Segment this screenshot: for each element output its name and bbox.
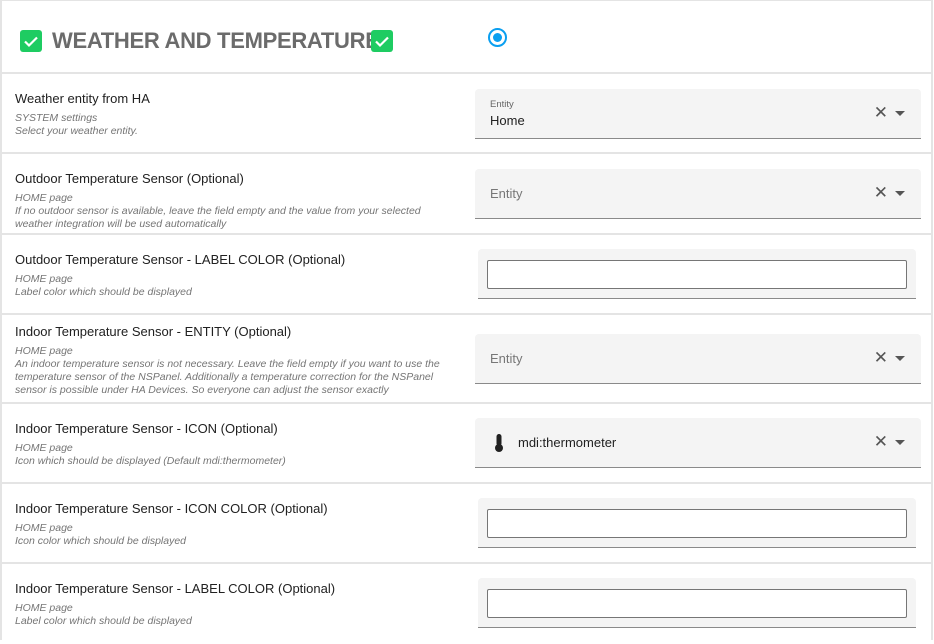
check-icon — [371, 30, 393, 52]
dropdown-icon[interactable] — [895, 440, 905, 445]
color-input[interactable] — [487, 509, 907, 538]
indoor-label-color-field — [478, 578, 916, 628]
field-label: Entity — [490, 99, 514, 110]
section-radio[interactable] — [488, 28, 507, 47]
row-description: SYSTEM settings Select your weather entit… — [15, 112, 138, 137]
row-description: HOME page Icon color which should be disp… — [15, 522, 187, 547]
row-indoor-entity: Indoor Temperature Sensor - ENTITY (Opti… — [2, 315, 931, 404]
field-placeholder: Entity — [490, 351, 523, 366]
field-value: mdi:thermometer — [518, 435, 617, 450]
field-placeholder: Entity — [490, 186, 523, 201]
section-header: WEATHER AND TEMPERATURE — [2, 1, 931, 74]
row-description: HOME page Label color which should be dis… — [15, 602, 192, 627]
field-value: Home — [490, 113, 525, 128]
weather-entity-select[interactable]: Entity Home ✕ — [475, 89, 921, 139]
indoor-icon-color-field — [478, 498, 916, 548]
check-icon — [20, 30, 42, 52]
color-input[interactable] — [487, 589, 907, 618]
dropdown-icon[interactable] — [895, 191, 905, 196]
clear-icon[interactable]: ✕ — [873, 432, 888, 451]
indoor-icon-picker[interactable]: mdi:thermometer ✕ — [475, 418, 921, 468]
row-weather-entity: Weather entity from HA SYSTEM settings Se… — [2, 74, 931, 154]
row-label: Indoor Temperature Sensor - ICON (Option… — [15, 421, 278, 436]
row-label: Indoor Temperature Sensor - ENTITY (Opti… — [15, 324, 292, 339]
row-label: Indoor Temperature Sensor - ICON COLOR (… — [15, 501, 328, 516]
clear-icon[interactable]: ✕ — [873, 103, 888, 122]
clear-icon[interactable]: ✕ — [873, 183, 888, 202]
outdoor-label-color-field — [478, 249, 916, 299]
color-input[interactable] — [487, 260, 907, 289]
row-label: Indoor Temperature Sensor - LABEL COLOR … — [15, 581, 336, 596]
row-label: Outdoor Temperature Sensor - LABEL COLOR… — [15, 252, 346, 267]
row-description: HOME page Icon which should be displayed … — [15, 442, 286, 467]
row-indoor-label-color: Indoor Temperature Sensor - LABEL COLOR … — [2, 564, 931, 644]
row-description: HOME page If no outdoor sensor is availab… — [15, 192, 421, 230]
indoor-entity-select[interactable]: Entity ✕ — [475, 334, 921, 384]
section-title: WEATHER AND TEMPERATURE — [52, 28, 380, 53]
thermometer-icon — [495, 434, 503, 452]
row-indoor-icon: Indoor Temperature Sensor - ICON (Option… — [2, 404, 931, 484]
dropdown-icon[interactable] — [895, 356, 905, 361]
row-outdoor-sensor: Outdoor Temperature Sensor (Optional) HO… — [2, 154, 931, 235]
row-indoor-icon-color: Indoor Temperature Sensor - ICON COLOR (… — [2, 484, 931, 564]
row-label: Outdoor Temperature Sensor (Optional) — [15, 171, 244, 186]
row-outdoor-label-color: Outdoor Temperature Sensor - LABEL COLOR… — [2, 235, 931, 315]
row-description: HOME page Label color which should be dis… — [15, 273, 192, 298]
dropdown-icon[interactable] — [895, 111, 905, 116]
clear-icon[interactable]: ✕ — [873, 348, 888, 367]
row-description: HOME page An indoor temperature sensor is… — [15, 345, 440, 396]
outdoor-sensor-select[interactable]: Entity ✕ — [475, 169, 921, 219]
row-label: Weather entity from HA — [15, 91, 150, 106]
